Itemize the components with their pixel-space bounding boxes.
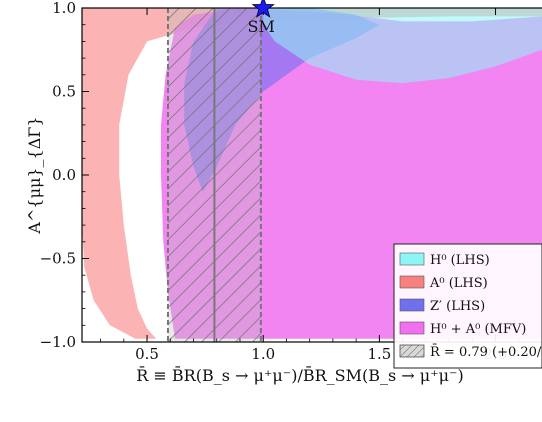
sm-label: SM bbox=[248, 17, 275, 36]
x-tick-label: 1.5 bbox=[367, 345, 391, 363]
legend-label: Z′ (LHS) bbox=[430, 299, 485, 314]
legend: H⁰ (LHS) A⁰ (LHS) Z′ (LHS) H⁰ + A⁰ (MFV) R̄ … bbox=[393, 243, 542, 369]
legend-swatch bbox=[399, 298, 425, 312]
y-axis-ticks: 1.0 0.5 0.0 −0.5 −1.0 bbox=[40, 0, 89, 351]
x-tick-label: 0.5 bbox=[135, 345, 159, 363]
y-tick-label: 1.0 bbox=[52, 0, 76, 17]
legend-label: A⁰ (LHS) bbox=[429, 276, 488, 291]
sm-star-icon bbox=[251, 0, 275, 18]
y-tick-label: −0.5 bbox=[40, 250, 76, 268]
sm-marker-group: SM bbox=[248, 0, 275, 36]
legend-label: H⁰ (LHS) bbox=[430, 253, 490, 268]
legend-swatch bbox=[399, 275, 425, 289]
legend-label: R̄ = 0.79 (+0.20/−0.20) bbox=[430, 344, 542, 360]
y-tick-label: 0.0 bbox=[52, 166, 76, 184]
legend-swatch bbox=[399, 252, 425, 266]
region-a-lhs bbox=[82, 8, 542, 339]
region-h-lhs bbox=[263, 8, 542, 84]
legend-swatch-hatch bbox=[399, 344, 425, 358]
x-tick-label: 1.0 bbox=[251, 345, 275, 363]
r-band-region bbox=[166, 8, 262, 342]
y-axis-label: A^{μμ}_{ΔΓ} bbox=[25, 116, 44, 234]
legend-swatch bbox=[399, 321, 425, 335]
y-tick-label: 0.5 bbox=[52, 83, 76, 101]
y-tick-label: −1.0 bbox=[40, 333, 76, 351]
legend-label: H⁰ + A⁰ (MFV) bbox=[430, 322, 526, 337]
x-axis-label: R̄ ≡ B̄R(B_s → μ⁺μ⁻)/B̄R_SM(B_s → μ⁺μ⁻) bbox=[136, 364, 463, 385]
